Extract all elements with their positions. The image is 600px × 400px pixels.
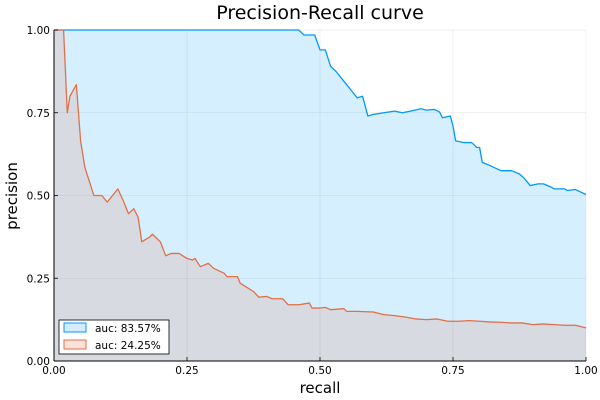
x-tick-label: 0.00 <box>42 365 65 377</box>
x-ticks: 0.00 0.25 0.50 0.75 1.00 <box>42 357 598 377</box>
series-1-line <box>54 29 587 196</box>
legend: auc: 83.57% auc: 24.25% <box>58 319 170 355</box>
y-tick-label: 1.00 <box>27 25 50 37</box>
legend-swatch-series-1 <box>63 322 87 333</box>
x-tick-label: 0.75 <box>441 365 464 377</box>
series-2-line <box>54 29 587 329</box>
series-2-area <box>54 30 586 361</box>
y-ticks: 0.00 0.25 0.50 0.75 1.00 <box>27 25 58 368</box>
y-tick-label: 0.25 <box>27 273 50 285</box>
x-tick-label: 0.25 <box>175 365 198 377</box>
chart-title: Precision-Recall curve <box>216 2 424 24</box>
series-lines <box>54 29 587 329</box>
y-axis-label: precision <box>3 162 21 230</box>
y-tick-label: 0.50 <box>27 191 50 203</box>
legend-label-series-1: auc: 83.57% <box>95 323 161 335</box>
legend-label-series-2: auc: 24.25% <box>95 340 161 352</box>
series-1-area <box>54 30 586 361</box>
y-tick-label: 0.75 <box>27 108 50 120</box>
x-tick-label: 1.00 <box>574 365 597 377</box>
series-fills <box>54 30 586 361</box>
y-tick-label: 0.00 <box>27 356 50 368</box>
legend-swatch-series-2 <box>63 339 87 350</box>
x-axis-label: recall <box>300 379 341 397</box>
x-tick-label: 0.50 <box>308 365 331 377</box>
